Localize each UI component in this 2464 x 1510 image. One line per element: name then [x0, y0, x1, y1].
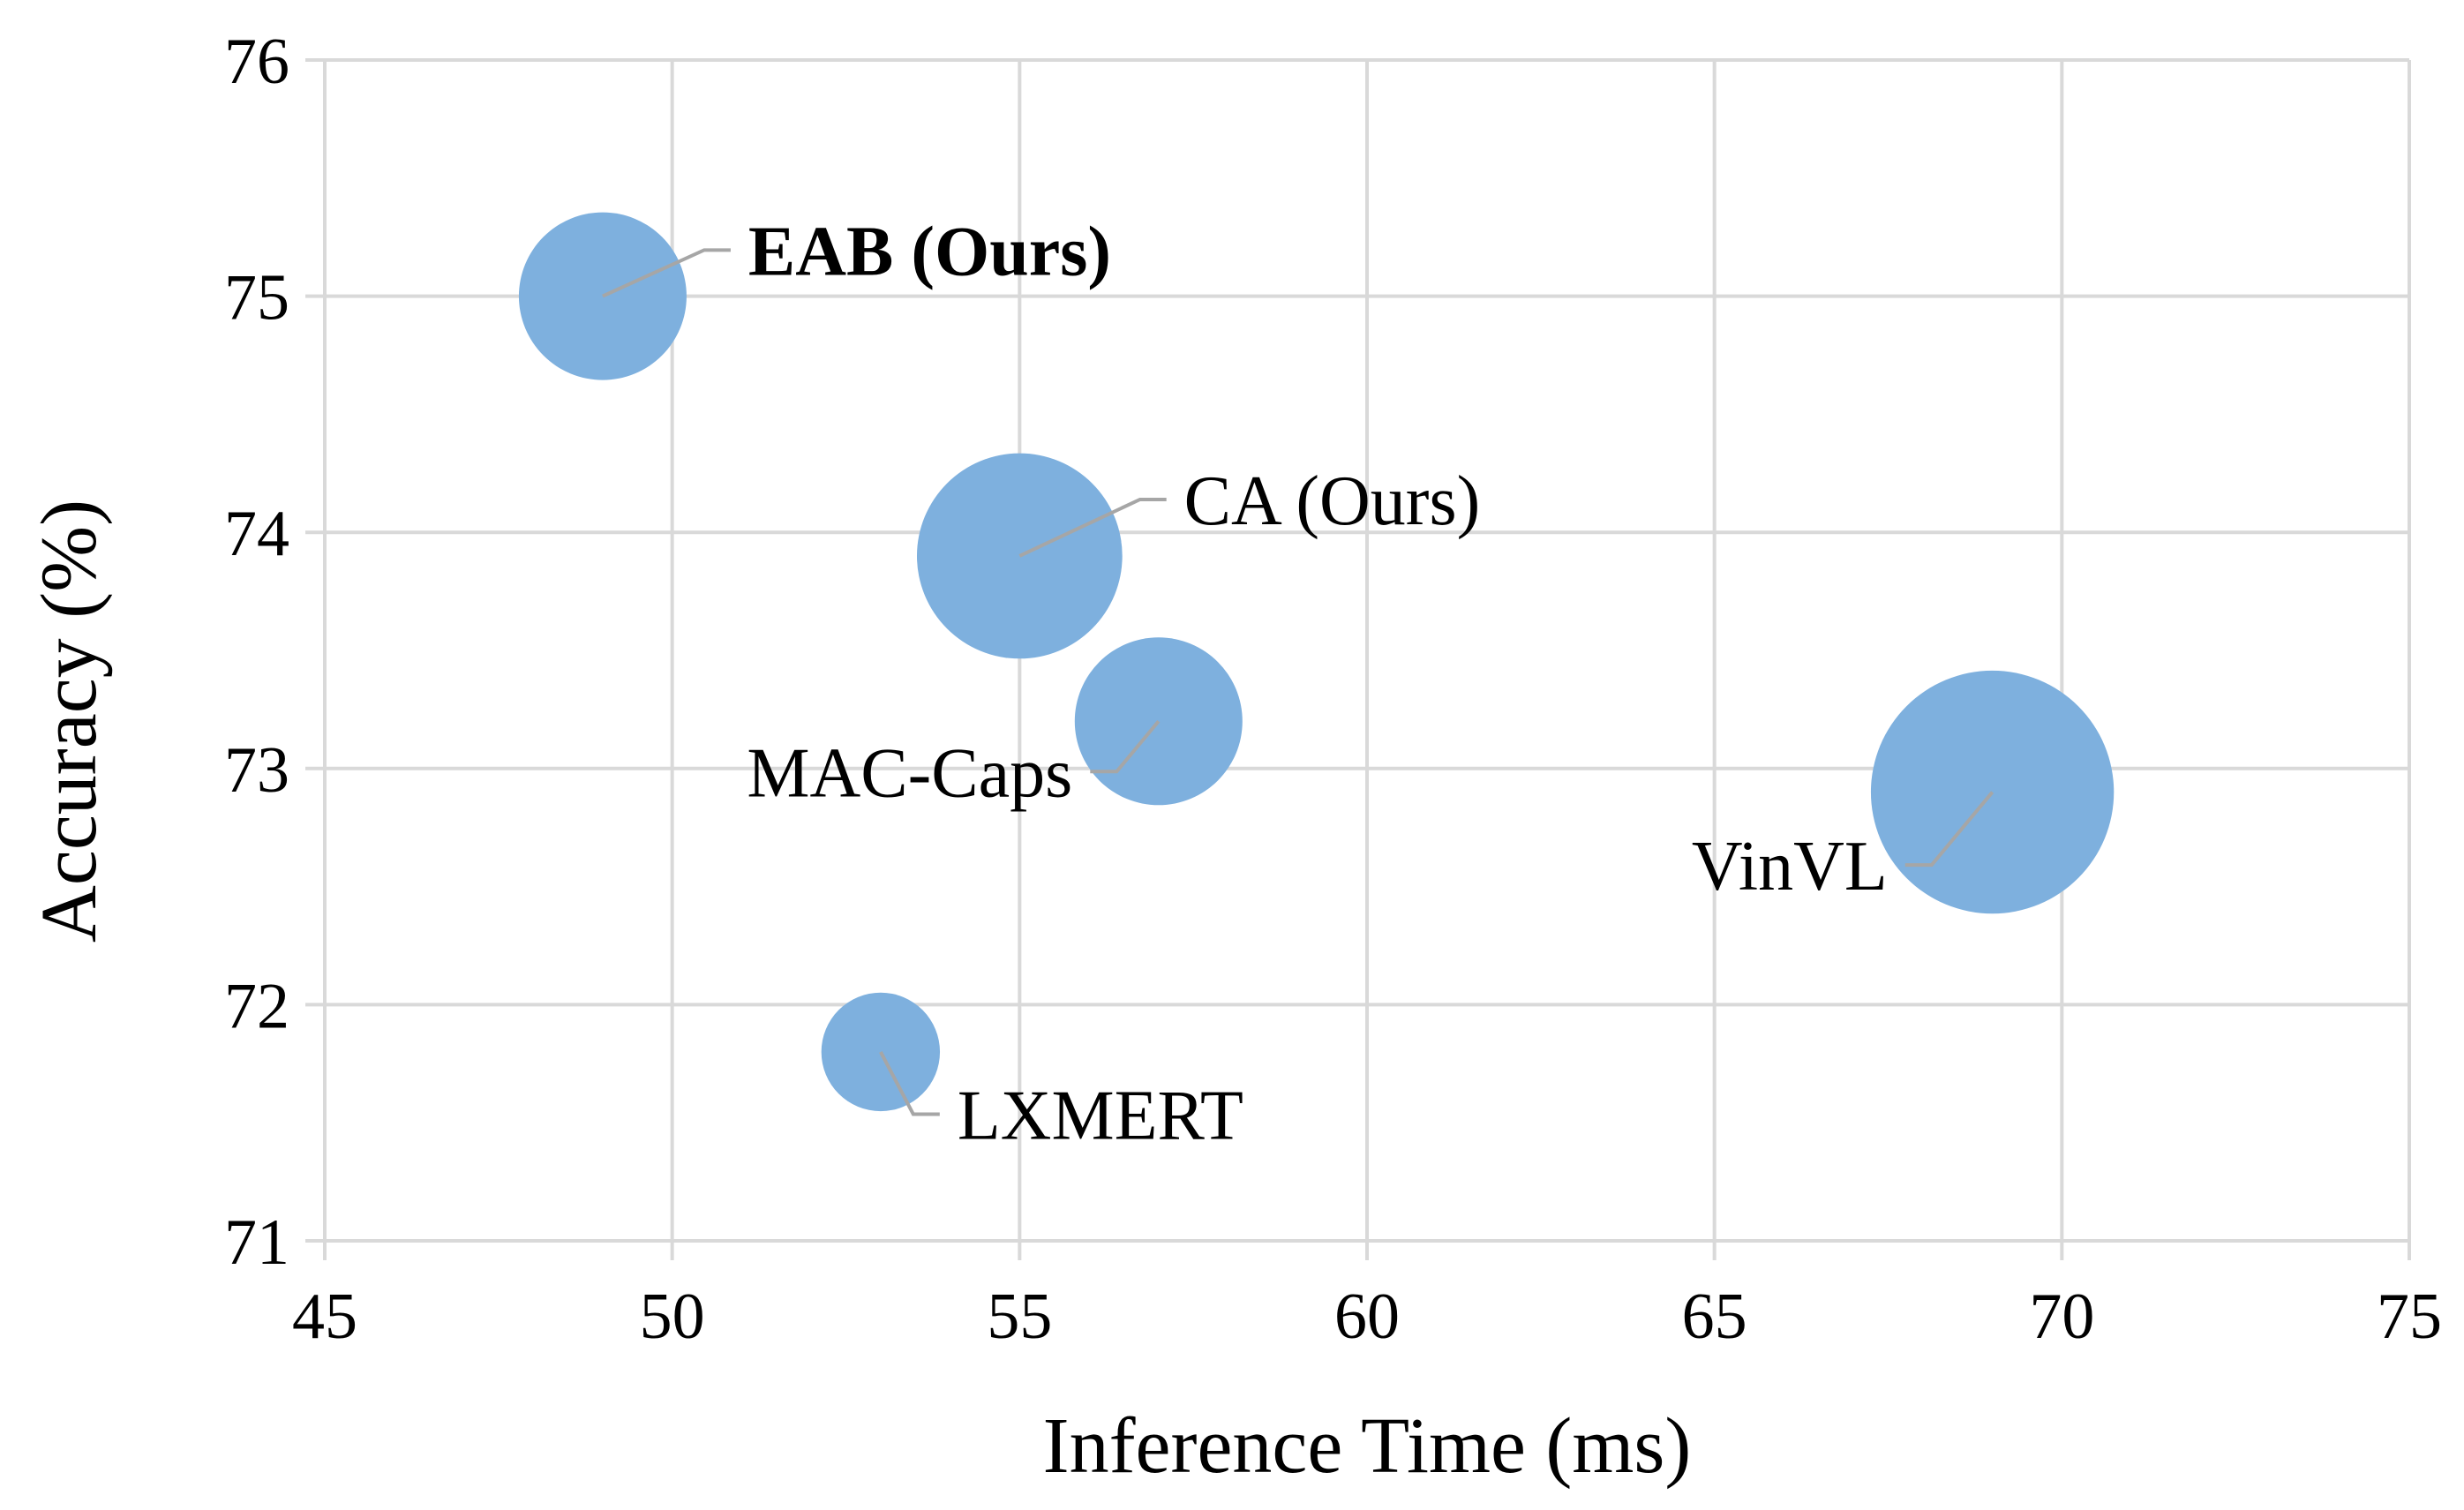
- y-tick-label-74: 74: [224, 498, 289, 570]
- leader-line-vinvl: [1904, 791, 1994, 868]
- x-axis-title: Inference Time (ms): [1043, 1402, 1692, 1490]
- leader-line-lxmert: [879, 1050, 940, 1116]
- x-tick-label-55: 55: [987, 1281, 1052, 1353]
- x-tick-label-70: 70: [2029, 1281, 2094, 1353]
- leader-line-ca-ours: [1018, 497, 1167, 558]
- leader-line-mac-caps: [1090, 719, 1161, 774]
- y-tick-label-72: 72: [224, 970, 289, 1042]
- point-label-eab-ours: EAB (Ours): [748, 213, 1111, 290]
- y-tick-label-76: 76: [224, 26, 289, 98]
- point-label-lxmert: LXMERT: [958, 1077, 1243, 1154]
- y-tick-labels: 71 72 73 74 75 76: [224, 26, 289, 1279]
- y-tick-label-75: 75: [224, 262, 289, 334]
- point-labels: EAB (Ours) CA (Ours) MAC-Caps VinVL LXMERT: [747, 213, 1887, 1154]
- y-axis-title: Accuracy (%): [26, 500, 113, 943]
- axes: [305, 58, 2411, 1260]
- leader-line-eab-ours: [602, 248, 731, 298]
- x-tick-label-50: 50: [640, 1281, 705, 1353]
- x-tick-label-65: 65: [1682, 1281, 1747, 1353]
- x-tick-label-45: 45: [292, 1281, 357, 1353]
- leader-lines: [602, 248, 1994, 1116]
- x-tick-label-75: 75: [2377, 1281, 2442, 1353]
- bubble-lxmert: [821, 992, 941, 1112]
- y-tick-label-73: 73: [224, 734, 289, 807]
- vertical-gridlines: [670, 60, 2411, 1241]
- bubbles: [518, 212, 2115, 1112]
- y-tick-label-71: 71: [224, 1206, 289, 1279]
- x-tick-labels: 45 50 55 60 65 70 75: [292, 1281, 2442, 1353]
- x-tick-label-60: 60: [1334, 1281, 1400, 1353]
- point-label-ca-ours: CA (Ours): [1184, 462, 1481, 540]
- point-label-mac-caps: MAC-Caps: [747, 734, 1072, 812]
- bubble-vinvl: [1870, 670, 2115, 914]
- point-label-vinvl: VinVL: [1692, 828, 1888, 905]
